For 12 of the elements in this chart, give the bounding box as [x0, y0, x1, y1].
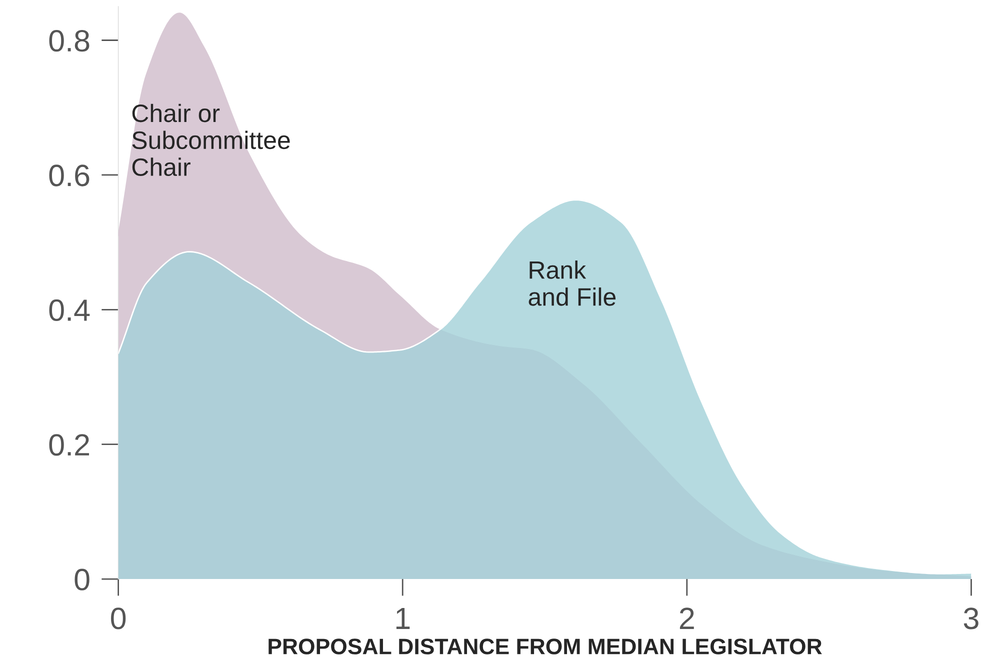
- y-tick-label: 0.8: [49, 30, 90, 52]
- x-tick-label: 0: [111, 608, 126, 630]
- x-tick-label: 2: [680, 608, 694, 629]
- y-tick-label: 0: [74, 568, 90, 590]
- x-tick-label: 1: [396, 608, 410, 629]
- x-axis-title: PROPOSAL DISTANCE FROM MEDIAN LEGISLATOR: [268, 638, 822, 654]
- series-label: Rank and File: [528, 260, 616, 306]
- y-tick-label: 0.2: [49, 434, 90, 456]
- x-tick-label: 3: [964, 608, 978, 630]
- series-label: Chair or Subcommittee Chair: [132, 104, 290, 176]
- y-tick-label: 0.6: [49, 164, 90, 186]
- y-tick-label: 0.4: [49, 299, 90, 322]
